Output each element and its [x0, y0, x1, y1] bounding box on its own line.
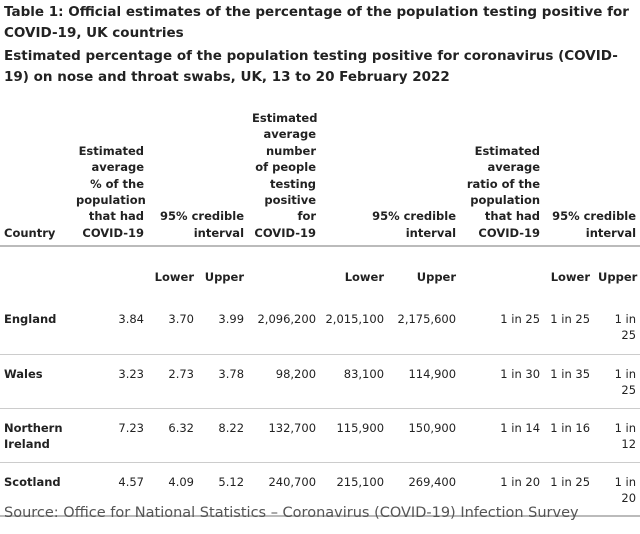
header-ratio: Estimated average ratio of the populatio…: [460, 110, 545, 248]
table-row: England 3.84 3.70 3.99 2,096,200 2,015,1…: [0, 300, 640, 355]
cell-pct: 7.23: [72, 408, 148, 463]
cell-pct: 3.23: [72, 354, 148, 409]
cell-ratio-upper: 1 in 25: [594, 354, 640, 409]
cell-pct: 3.84: [72, 300, 148, 355]
cell-ratio-upper: 1 in 25: [594, 300, 640, 355]
header-percentage: Estimated average % of the population th…: [72, 110, 148, 248]
subheader-lower: Lower: [344, 269, 385, 284]
cell-num-upper: 269,400: [388, 462, 461, 518]
subheader-upper: Upper: [416, 269, 457, 284]
cell-ratio: 1 in 25: [460, 300, 545, 355]
cell-num: 98,200: [248, 354, 321, 409]
cell-ratio-lower: 1 in 16: [544, 408, 595, 463]
cell-pct-upper: 3.78: [198, 354, 249, 409]
cell-num: 132,700: [248, 408, 321, 463]
cell-num-lower: 2,015,100: [320, 300, 389, 355]
cell-country: England: [0, 300, 72, 355]
cell-ratio: 1 in 20: [460, 462, 545, 518]
table-title: Table 1: Official estimates of the perce…: [4, 4, 629, 41]
cell-num-upper: 2,175,600: [388, 300, 461, 355]
cell-country: Wales: [0, 354, 72, 409]
table-row: Northern Ireland 7.23 6.32 8.22 132,700 …: [0, 408, 640, 463]
cell-pct-lower: 6.32: [148, 408, 198, 463]
subheader-upper: Upper: [204, 269, 245, 284]
cell-country: Scotland: [0, 462, 72, 518]
table-subtitle: Estimated percentage of the population t…: [4, 48, 618, 85]
header-country: Country: [0, 110, 72, 248]
header-credible-interval-ratio: 95% credible interval: [544, 110, 640, 248]
table-row: Scotland 4.57 4.09 5.12 240,700 215,100 …: [0, 462, 640, 518]
header-row: Country Estimated average % of the popul…: [0, 110, 640, 248]
cell-num: 2,096,200: [248, 300, 321, 355]
cell-num-lower: 215,100: [320, 462, 389, 518]
cell-num-lower: 83,100: [320, 354, 389, 409]
cell-num: 240,700: [248, 462, 321, 518]
header-credible-interval-pct: 95% credible interval: [148, 110, 249, 248]
cell-num-lower: 115,900: [320, 408, 389, 463]
cell-pct: 4.57: [72, 462, 148, 518]
header-number: Estimated average number of people testi…: [248, 110, 321, 248]
cell-num-upper: 114,900: [388, 354, 461, 409]
cell-pct-upper: 8.22: [198, 408, 249, 463]
subheader-upper: Upper: [598, 269, 638, 284]
cell-num-upper: 150,900: [388, 408, 461, 463]
estimates-table: Country Estimated average % of the popul…: [0, 110, 640, 518]
cell-pct-lower: 3.70: [148, 300, 198, 355]
cell-ratio: 1 in 30: [460, 354, 545, 409]
cell-ratio: 1 in 14: [460, 408, 545, 463]
cell-ratio-lower: 1 in 25: [544, 300, 595, 355]
cell-pct-upper: 3.99: [198, 300, 249, 355]
subheader-lower: Lower: [154, 269, 194, 284]
table-row: Wales 3.23 2.73 3.78 98,200 83,100 114,9…: [0, 354, 640, 409]
header-credible-interval-num: 95% credible interval: [320, 110, 461, 248]
cell-pct-upper: 5.12: [198, 462, 249, 518]
cell-pct-lower: 4.09: [148, 462, 198, 518]
subheader-lower: Lower: [550, 269, 591, 284]
cell-ratio-lower: 1 in 25: [544, 462, 595, 518]
cell-ratio-upper: 1 in 20: [594, 462, 640, 518]
cell-pct-lower: 2.73: [148, 354, 198, 409]
subheader-row: Lower Upper Lower Upper Lower Upper: [0, 246, 640, 300]
cell-ratio-lower: 1 in 35: [544, 354, 595, 409]
source-note: Source: Office for National Statistics –…: [4, 505, 579, 521]
cell-country: Northern Ireland: [0, 408, 72, 463]
cell-ratio-upper: 1 in 12: [594, 408, 640, 463]
